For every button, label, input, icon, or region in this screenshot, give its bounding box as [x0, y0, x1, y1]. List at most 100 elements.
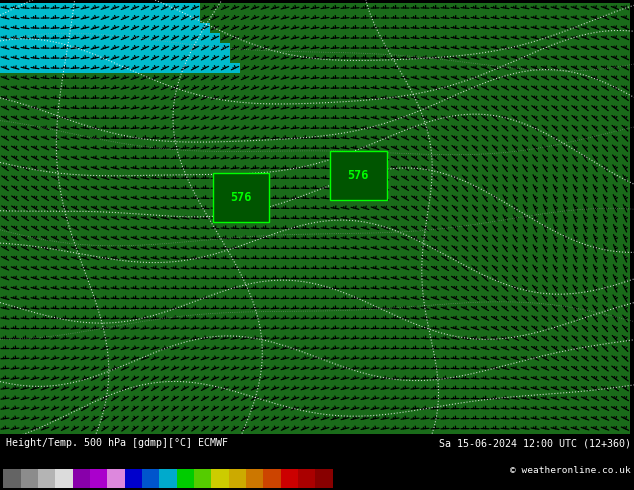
Bar [420, 193, 430, 203]
Bar [470, 294, 480, 303]
Bar [470, 123, 480, 133]
Bar [410, 353, 420, 364]
Bar [270, 43, 280, 53]
Bar [190, 153, 200, 163]
Bar [350, 233, 360, 244]
Bar [180, 343, 190, 353]
Bar [420, 414, 430, 424]
Bar [560, 63, 570, 73]
Bar [150, 273, 160, 283]
Bar [410, 314, 420, 323]
Bar [530, 3, 540, 13]
Bar [110, 323, 120, 334]
Bar [0, 33, 10, 43]
Bar [520, 203, 530, 213]
Bar [620, 33, 630, 43]
Bar [460, 233, 470, 244]
Bar [440, 153, 450, 163]
Bar [530, 143, 540, 153]
Bar [540, 13, 550, 23]
Bar [40, 63, 50, 73]
Bar [240, 183, 250, 193]
Bar [230, 73, 240, 83]
Bar [170, 73, 180, 83]
Bar [450, 373, 460, 384]
Bar [610, 353, 620, 364]
Bar [380, 133, 390, 143]
Bar [140, 173, 150, 183]
Bar [390, 143, 400, 153]
Bar [60, 424, 70, 434]
Bar [270, 294, 280, 303]
Bar [590, 13, 600, 23]
Bar [190, 253, 200, 264]
Bar [580, 294, 590, 303]
Bar [530, 163, 540, 173]
Bar [210, 163, 220, 173]
Bar [200, 294, 210, 303]
Bar [390, 264, 400, 273]
Bar [460, 133, 470, 143]
Bar [30, 393, 40, 404]
Bar [100, 343, 110, 353]
Bar [330, 323, 340, 334]
Bar [480, 334, 490, 343]
Bar [240, 323, 250, 334]
Bar [120, 273, 130, 283]
Bar [390, 283, 400, 294]
Bar [70, 213, 80, 223]
Bar [210, 33, 220, 43]
Bar [420, 3, 430, 13]
Bar [180, 404, 190, 414]
Bar [330, 343, 340, 353]
Bar [40, 13, 50, 23]
Bar [220, 353, 230, 364]
Bar [130, 253, 140, 264]
Bar [280, 183, 290, 193]
Bar [290, 294, 300, 303]
Bar [10, 283, 20, 294]
Bar [40, 103, 50, 113]
Bar [560, 213, 570, 223]
Bar [170, 244, 180, 253]
Bar [30, 414, 40, 424]
Bar [190, 103, 200, 113]
Bar [350, 3, 360, 13]
Bar [110, 404, 120, 414]
Bar [40, 183, 50, 193]
Bar [320, 113, 330, 123]
Bar [550, 384, 560, 393]
Bar [190, 414, 200, 424]
Bar [250, 133, 260, 143]
Bar [280, 244, 290, 253]
Bar [80, 323, 90, 334]
Bar [10, 233, 20, 244]
Bar [10, 53, 20, 63]
Bar [500, 233, 510, 244]
Bar [190, 404, 200, 414]
Bar [350, 83, 360, 93]
Bar [610, 223, 620, 233]
Bar [420, 73, 430, 83]
Bar [10, 173, 20, 183]
Bar [100, 273, 110, 283]
Bar [280, 353, 290, 364]
Bar [120, 123, 130, 133]
Bar [560, 163, 570, 173]
Bar [10, 244, 20, 253]
Bar [490, 273, 500, 283]
Bar [180, 113, 190, 123]
Bar [60, 253, 70, 264]
Bar [530, 33, 540, 43]
Bar [250, 314, 260, 323]
Bar [500, 343, 510, 353]
Bar [440, 203, 450, 213]
Bar [620, 133, 630, 143]
Bar [460, 43, 470, 53]
Bar [540, 404, 550, 414]
Bar [470, 93, 480, 103]
Bar [250, 63, 260, 73]
Bar [560, 173, 570, 183]
Bar [3, 468, 20, 488]
Bar [80, 113, 90, 123]
